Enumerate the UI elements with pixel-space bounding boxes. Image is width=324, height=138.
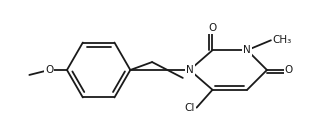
Text: N: N [186,65,194,75]
Text: O: O [284,65,293,75]
Text: Cl: Cl [184,103,195,113]
Text: O: O [45,65,53,75]
Text: O: O [208,23,217,33]
Text: O: O [45,65,53,75]
Text: CH₃: CH₃ [273,35,292,45]
Text: N: N [243,45,251,55]
